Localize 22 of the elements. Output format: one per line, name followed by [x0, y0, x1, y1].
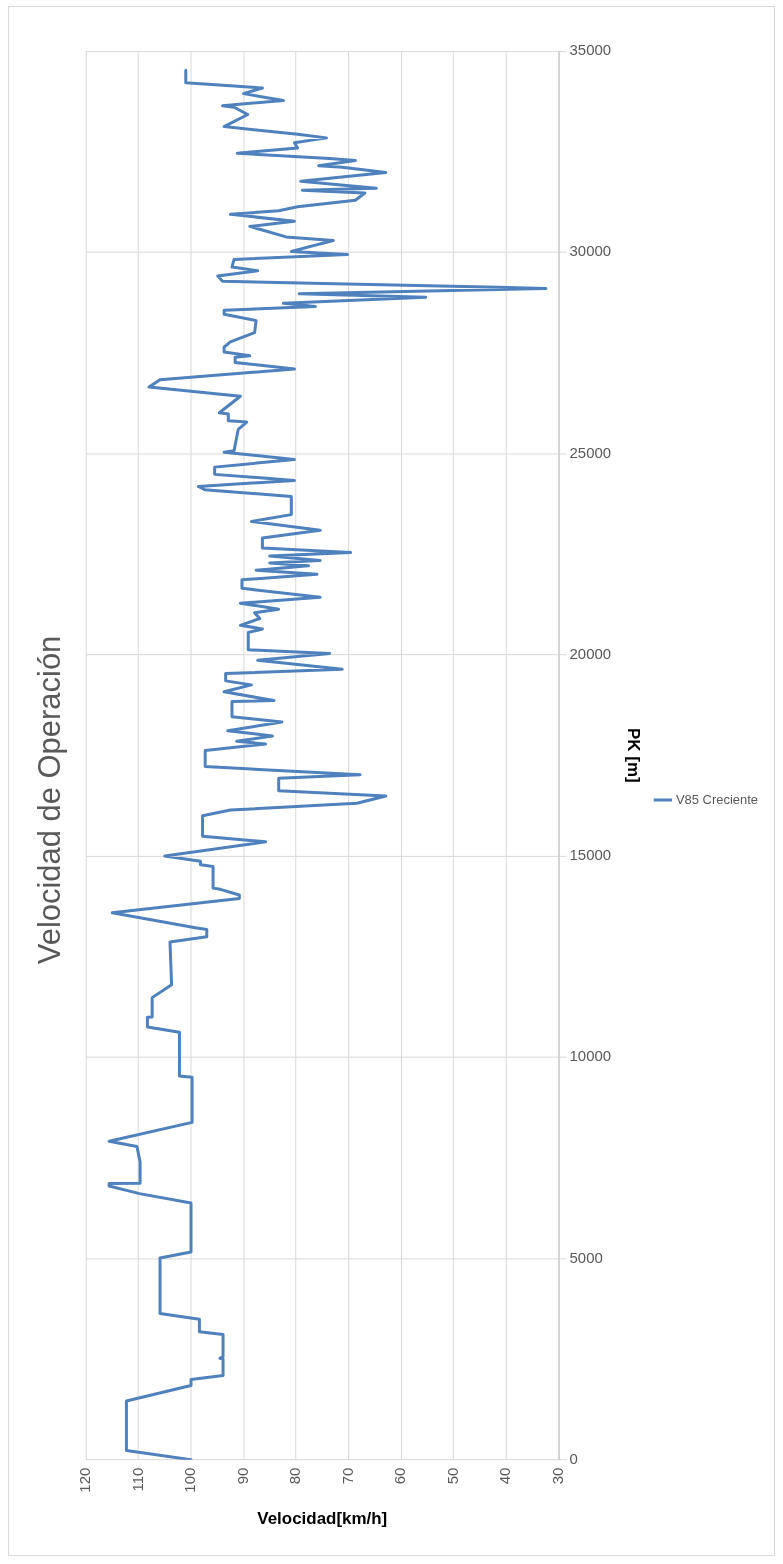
x-tick-label: 80	[286, 1467, 304, 1485]
legend-label: V85 Creciente	[675, 791, 759, 807]
x-tick-label: 100	[181, 1467, 199, 1493]
x-axis-title: Velocidad[km/h]	[257, 1508, 388, 1528]
y-tick-label: 5000	[569, 1248, 603, 1266]
text: Velocidad de Operación	[32, 635, 68, 965]
y-axis-title: PK [m]	[623, 727, 643, 783]
x-tick-label: 90	[233, 1467, 251, 1485]
x-tick-label: 70	[338, 1467, 356, 1485]
x-tick-label: 60	[391, 1467, 409, 1485]
y-tick-label: 25000	[569, 443, 612, 461]
y-tick-label: 0	[569, 1449, 578, 1467]
x-tick-label: 120	[76, 1467, 94, 1493]
x-tick-label: 110	[128, 1467, 146, 1492]
y-tick-label: 35000	[569, 41, 612, 59]
y-tick-label: 15000	[569, 846, 612, 864]
x-tick-label: 30	[548, 1467, 566, 1485]
y-tick-label: 30000	[569, 242, 612, 260]
y-tick-label: 10000	[569, 1047, 612, 1065]
x-tick-label: 50	[443, 1467, 461, 1485]
y-tick-label: 20000	[569, 644, 612, 662]
x-tick-label: 40	[496, 1467, 514, 1485]
